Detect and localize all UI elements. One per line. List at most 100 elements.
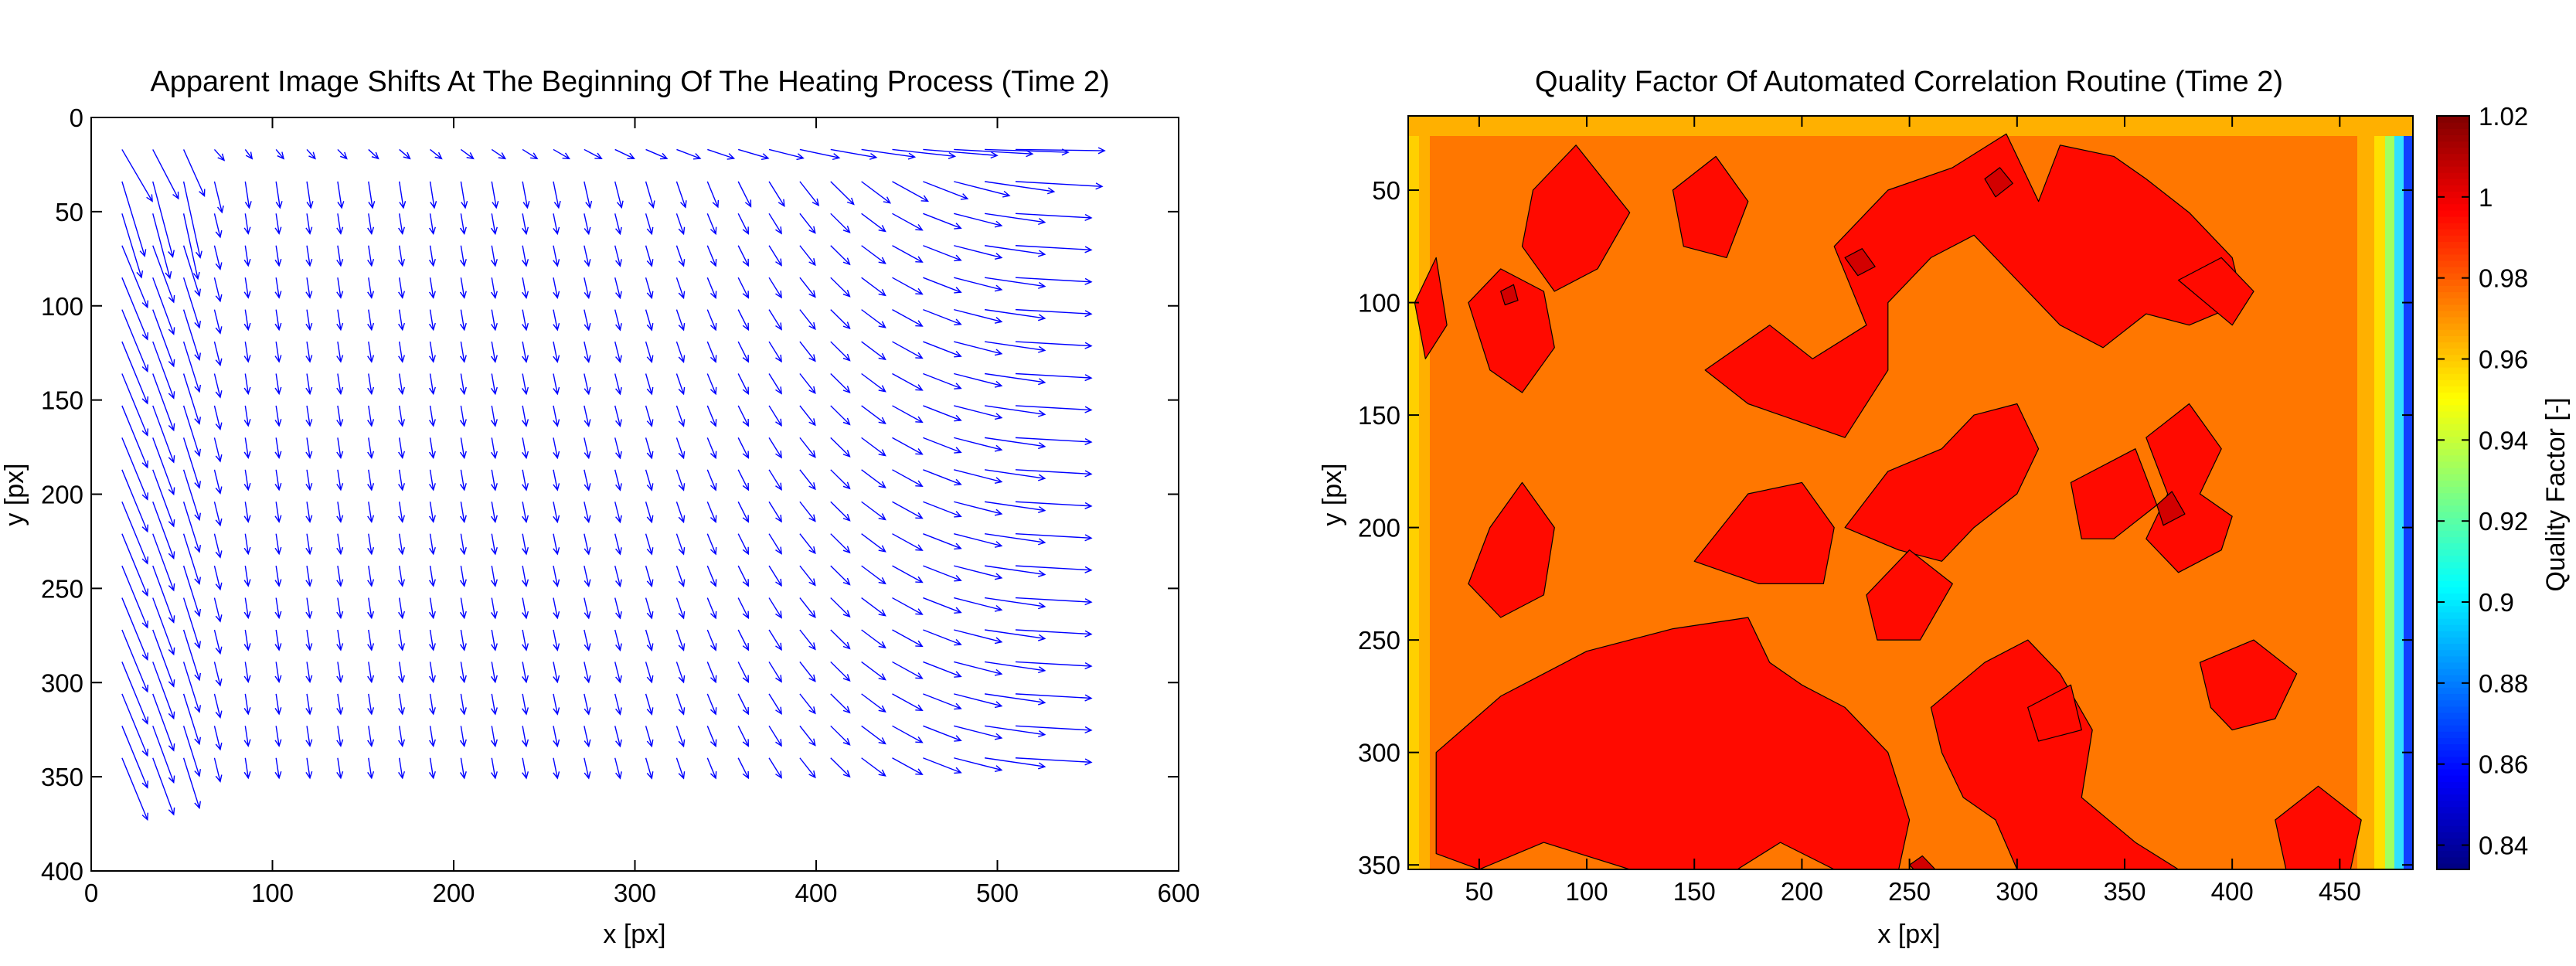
quiver-arrow xyxy=(553,757,560,780)
contour-ticks: 50 100 150 200 250 300 350 400 450 50 100 150 200 250… xyxy=(1358,116,2413,906)
quiver-arrow xyxy=(706,373,717,396)
quiver-arrow xyxy=(799,309,816,331)
quiver-arrow xyxy=(367,533,375,556)
colorbar-tick-label: 1 xyxy=(2479,183,2493,212)
quiver-arrow xyxy=(121,693,148,757)
quiver-arrow xyxy=(768,725,782,747)
quiver-arrow xyxy=(182,181,202,259)
quiver-arrow xyxy=(706,533,717,556)
contour-xtick-label: 100 xyxy=(1566,877,1608,906)
quiver-arrow xyxy=(645,565,654,588)
colorbar-segment xyxy=(2437,116,2469,123)
quiver-arrow xyxy=(336,341,344,363)
quiver-arrow xyxy=(553,726,560,748)
quiver-arrow xyxy=(830,725,851,746)
contour-regions xyxy=(1414,133,2362,869)
quiver-arrow xyxy=(459,437,467,460)
colorbar-segment xyxy=(2437,229,2469,236)
quiver-arrow xyxy=(152,629,175,688)
quiver-arrow xyxy=(367,469,375,492)
quiver-ytick-label: 400 xyxy=(41,857,83,886)
quiver-arrow xyxy=(274,726,282,747)
contour-region xyxy=(1984,167,2013,198)
quiver-arrow xyxy=(428,533,436,556)
colorbar-segment xyxy=(2437,518,2469,525)
quiver-arrow xyxy=(398,405,406,427)
colorbar-segment xyxy=(2437,568,2469,575)
quiver-arrow xyxy=(121,309,148,373)
quiver-arrow xyxy=(398,373,406,396)
quiver-arrow xyxy=(213,533,223,559)
quiver-arrow xyxy=(490,437,498,460)
quiver-arrow xyxy=(398,502,406,523)
colorbar-segment xyxy=(2437,172,2469,179)
quiver-arrow xyxy=(305,277,313,299)
quiver-arrow xyxy=(954,757,1003,772)
contour-edge-right-c xyxy=(2385,116,2394,869)
quiver-arrow xyxy=(768,309,782,331)
quiver-arrow xyxy=(305,341,313,363)
quiver-xtick-label: 400 xyxy=(795,879,837,907)
quiver-arrow xyxy=(336,245,344,267)
quiver-arrow xyxy=(830,213,851,233)
quiver-arrow xyxy=(428,662,436,684)
quiver-arrow xyxy=(1015,341,1093,349)
quiver-arrow xyxy=(490,597,498,620)
quiver-arrow xyxy=(892,213,924,231)
colorbar-segment xyxy=(2437,203,2469,211)
colorbar-segment xyxy=(2437,335,2469,343)
quiver-arrow xyxy=(152,502,175,560)
quiver-arrow xyxy=(490,662,498,684)
quiver-arrow xyxy=(737,469,749,492)
quiver-arrow xyxy=(768,533,782,555)
quiver-arrow xyxy=(768,148,805,161)
quiver-arrow xyxy=(182,469,201,522)
contour-region xyxy=(2199,639,2298,731)
quiver-arrow xyxy=(213,757,223,783)
colorbar-segment xyxy=(2437,832,2469,838)
contour-ytick-label: 250 xyxy=(1358,626,1400,655)
quiver-arrow xyxy=(830,565,851,586)
quiver-arrow xyxy=(182,373,201,425)
quiver-arrow xyxy=(768,693,782,716)
quiver-arrow xyxy=(861,629,886,649)
quiver-arrow xyxy=(892,148,957,160)
contour-edge-left-outer xyxy=(1408,116,1419,869)
contour-region xyxy=(1844,248,1876,277)
colorbar-segment xyxy=(2437,354,2469,362)
quiver-arrow xyxy=(336,757,344,780)
quiver-arrow xyxy=(768,757,782,779)
quiver-arrow xyxy=(243,277,251,299)
quiver-arrow xyxy=(553,148,570,160)
quiver-arrow xyxy=(121,662,148,725)
quiver-arrow xyxy=(984,181,1056,195)
quiver-arrow xyxy=(182,309,201,361)
quiver-arrow xyxy=(614,437,622,460)
colorbar-tick-label: 0.86 xyxy=(2479,750,2528,779)
quiver-arrow xyxy=(274,629,282,651)
quiver-arrow xyxy=(706,181,720,209)
quiver-arrow xyxy=(675,181,687,209)
quiver-arrow xyxy=(954,341,1003,356)
colorbar-ticks: 0.84 0.86 0.88 0.9 0.92 0.94 0.96 0.98 1 1.02 xyxy=(2437,102,2528,860)
quiver-arrow xyxy=(274,277,282,299)
quiver-arrow xyxy=(152,597,175,656)
quiver-arrow xyxy=(243,566,251,587)
quiver-arrow xyxy=(892,437,924,455)
quiver-arrow xyxy=(706,405,717,427)
quiver-arrow xyxy=(706,662,717,684)
quiver-arrow xyxy=(861,372,886,393)
quiver-arrow xyxy=(923,437,962,454)
quiver-arrow xyxy=(152,149,179,200)
quiver-arrow xyxy=(490,245,498,267)
quiver-arrow xyxy=(706,501,717,524)
quiver-arrow xyxy=(274,405,282,427)
colorbar-segment xyxy=(2437,725,2469,732)
quiver-arrow xyxy=(892,661,924,679)
quiver-arrow xyxy=(768,597,782,619)
quiver-arrow xyxy=(459,405,467,427)
contour-edge-right-b xyxy=(2374,116,2385,869)
colorbar-segment xyxy=(2437,580,2469,587)
quiver-arrow xyxy=(645,181,655,209)
quiver-arrow xyxy=(368,148,379,160)
